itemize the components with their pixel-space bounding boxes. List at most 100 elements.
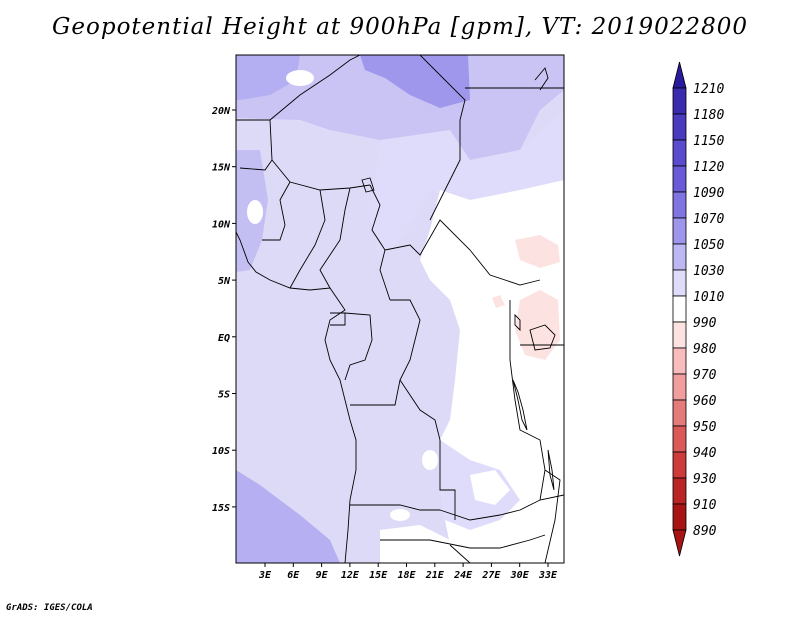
border-line-2 — [419, 55, 466, 221]
colorbar-label: 910 — [693, 498, 717, 513]
colorbar-label: 1090 — [693, 186, 724, 201]
lat-tick-label: 5N — [218, 276, 231, 287]
colorbar-label: 1070 — [693, 212, 724, 227]
colorbar-segment — [672, 139, 687, 167]
coastline — [236, 231, 357, 563]
border-line-17 — [380, 534, 546, 549]
lake-tanganyika — [512, 379, 528, 431]
colorbar-segment — [672, 399, 687, 427]
latitude-axis: 20N 15N 10N 5N EQ 5S 10S 15S — [211, 106, 236, 514]
field-central-1010 — [370, 110, 564, 260]
lat-tick-label: 5S — [218, 390, 230, 401]
field-pink-2 — [492, 295, 505, 308]
colorbar-label: 990 — [693, 316, 717, 331]
colorbar-label: 960 — [693, 394, 717, 409]
colorbar-segment — [672, 87, 687, 115]
lon-tick-label: 21E — [425, 570, 445, 581]
lake-albert — [514, 313, 521, 332]
field-speck-4 — [390, 509, 410, 521]
lat-tick-label: EQ — [218, 333, 230, 344]
border-line-11 — [350, 299, 421, 406]
colorbar-segment — [672, 347, 687, 375]
lake-chad — [361, 177, 375, 193]
colorbar-label: 980 — [693, 342, 717, 357]
colorbar-top-arrow — [672, 61, 687, 89]
colorbar-segment — [672, 503, 687, 531]
field-southwest-1050 — [236, 470, 340, 563]
lat-tick-label: 15N — [212, 163, 231, 174]
colorbar-segment — [672, 425, 687, 453]
lat-tick-label: 10S — [212, 446, 230, 457]
field-north-1050 — [236, 55, 564, 160]
field-pink-3 — [515, 290, 560, 360]
colorbar-segment — [672, 165, 687, 193]
lon-tick-label: 27E — [481, 570, 501, 581]
red-sea-coast — [534, 67, 549, 91]
colorbar-label: 1180 — [693, 108, 724, 123]
field-south-white — [380, 525, 470, 563]
credit-text: GrADS: IGES/COLA — [6, 603, 93, 613]
field-speck-1 — [286, 70, 314, 86]
border-line-21 — [449, 544, 471, 563]
colorbar-bottom-arrow — [672, 529, 687, 557]
border-line-15 — [350, 504, 440, 511]
border-line-10 — [384, 219, 541, 286]
field-speck-2 — [247, 200, 263, 224]
lon-tick-label: 24E — [453, 570, 473, 581]
lon-tick-label: 15E — [369, 570, 388, 581]
colorbar-segment — [672, 451, 687, 479]
lake-malawi — [547, 449, 555, 491]
colorbar: 1210 1180 1150 1120 1090 1070 1050 1030 1010 990 9… — [672, 61, 724, 557]
colorbar-label: 1010 — [693, 290, 724, 305]
longitude-axis: 3E 6E 9E 12E 15E 18E 21E 24E 27E 30E 33E — [258, 563, 558, 581]
lake-victoria — [529, 324, 556, 351]
colorbar-segment — [672, 295, 687, 323]
field-north-1070 — [360, 55, 470, 108]
lon-tick-label: 6E — [287, 570, 300, 581]
colorbar-label: 890 — [693, 524, 717, 539]
lon-tick-label: 9E — [316, 570, 329, 581]
lat-tick-label: 15S — [212, 503, 230, 514]
colorbar-segment — [672, 113, 687, 141]
field-northwest-1050 — [236, 55, 300, 100]
height-field — [236, 55, 564, 563]
lat-tick-label: 10N — [212, 219, 231, 230]
border-line-4 — [239, 119, 273, 171]
field-speck-5 — [386, 539, 404, 551]
lon-tick-label: 12E — [341, 570, 360, 581]
country-borders — [236, 55, 564, 563]
colorbar-segment — [672, 217, 687, 245]
colorbar-label: 950 — [693, 420, 717, 435]
border-line-7 — [262, 181, 291, 241]
colorbar-label: 940 — [693, 446, 717, 461]
colorbar-label: 1050 — [693, 238, 724, 253]
colorbar-label: 970 — [693, 368, 717, 383]
border-line-16 — [439, 494, 564, 521]
colorbar-label: 1120 — [693, 160, 724, 175]
colorbar-segment — [672, 191, 687, 219]
colorbar-segment — [672, 243, 687, 271]
field-southeast-990 — [470, 470, 510, 505]
lon-tick-label: 30E — [510, 570, 530, 581]
border-line-6 — [369, 184, 391, 301]
map-title: Geopotential Height at 900hPa [gpm], VT:… — [52, 14, 748, 40]
field-speck-3 — [422, 450, 438, 470]
border-line-14 — [399, 379, 456, 520]
border-line-1 — [236, 55, 361, 121]
colorbar-label: 1210 — [693, 82, 724, 97]
colorbar-segment — [672, 321, 687, 349]
lon-tick-label: 18E — [397, 570, 416, 581]
colorbar-label: 1150 — [693, 134, 724, 149]
border-line-8 — [289, 189, 326, 289]
border-line-12 — [330, 312, 346, 326]
colorbar-segment — [672, 477, 687, 505]
lon-tick-label: 33E — [538, 570, 558, 581]
border-line-13 — [344, 312, 373, 381]
border-line-9 — [319, 187, 351, 289]
field-pink-1 — [515, 235, 560, 268]
colorbar-segment — [672, 373, 687, 401]
map-frame — [235, 54, 565, 564]
lat-tick-label: 20N — [211, 106, 231, 117]
colorbar-label: 930 — [693, 472, 717, 487]
